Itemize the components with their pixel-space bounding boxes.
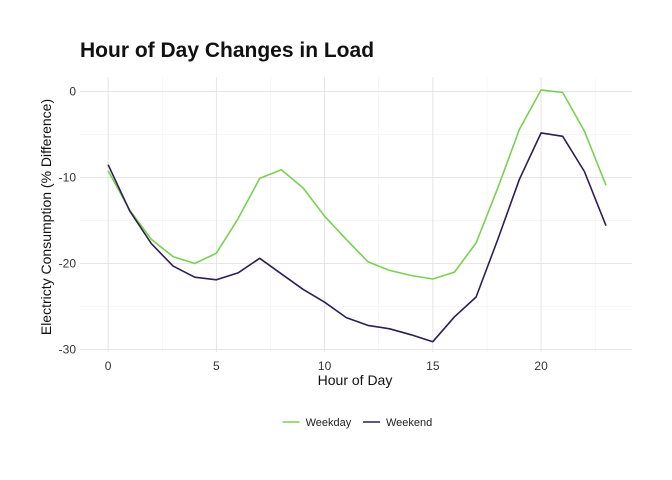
tick-labels: 0 5 10 15 20 0 -10 -20 -30 (59, 85, 548, 373)
series-line-weekday (107, 89, 607, 280)
x-tick-label: 5 (213, 359, 220, 373)
x-tick-label: 0 (105, 359, 112, 373)
y-tick-label: -20 (59, 256, 77, 270)
y-axis-title: Electricty Consumption (% Difference) (38, 99, 54, 335)
x-tick-label: 15 (426, 359, 440, 373)
series-line-weekend (107, 132, 607, 343)
legend-label-weekday: Weekday (306, 417, 352, 429)
series-lines (107, 89, 607, 343)
legend: Weekday Weekend (282, 417, 432, 429)
x-tick-label: 20 (534, 359, 548, 373)
y-tick-label: -30 (59, 342, 77, 356)
y-tick-label: 0 (69, 85, 76, 99)
x-tick-label: 10 (318, 359, 332, 373)
y-tick-label: -10 (59, 171, 77, 185)
chart-title: Hour of Day Changes in Load (80, 39, 374, 62)
grid (80, 77, 632, 352)
x-axis-title: Hour of Day (318, 372, 393, 388)
legend-label-weekend: Weekend (386, 417, 432, 429)
